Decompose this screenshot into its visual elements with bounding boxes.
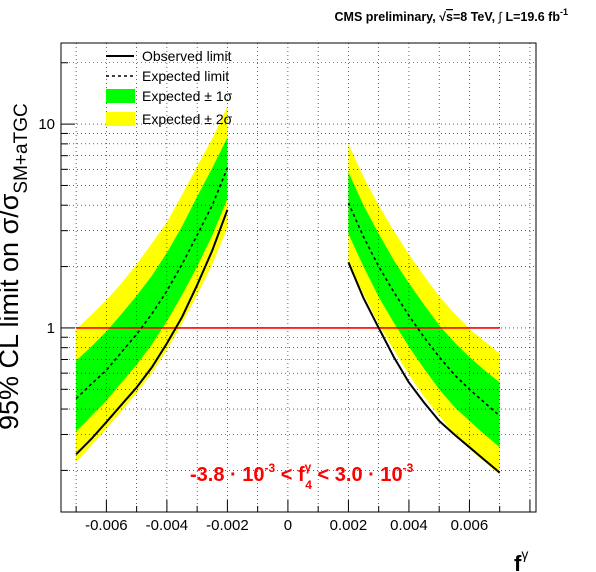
ticks-layer: -0.006 -0.004 -0.002 0 0.002 0.004 0.006 1 10 (38, 62, 531, 534)
legend-band2-swatch (106, 112, 135, 126)
legend: Observed limit Expected limit Expected ±… (106, 48, 233, 127)
x-tick-label-1: -0.004 (146, 517, 189, 534)
curves-layer (75, 167, 501, 474)
y-tick-label-0: 1 (47, 320, 55, 337)
y-axis-label: 95% CL limit on σ/σSM+aTGC (0, 103, 32, 430)
observed-limit-line-1 (347, 261, 501, 474)
result-annotation: -3.8 · 10-3 < fγ 4 < 3.0 · 10-3 (190, 460, 414, 492)
band-1sigma-0 (76, 137, 228, 432)
x-tick-label-4: 0.002 (330, 517, 368, 534)
expected-limit-line-1 (347, 202, 501, 417)
plot-frame (60, 42, 537, 513)
x-tick-label-0: -0.006 (85, 517, 128, 534)
band-1sigma-1 (348, 172, 500, 448)
x-tick-label-6: 0.006 (451, 517, 489, 534)
x-tick-label-3: 0 (284, 517, 292, 534)
legend-expected-label: Expected limit (142, 68, 229, 84)
x-tick-label-2: -0.002 (206, 517, 249, 534)
y-tick-label-1: 10 (38, 116, 55, 133)
legend-band2-label: Expected ± 2σ (142, 111, 233, 127)
header-text: CMS preliminary, √s=8 TeV, ∫ L=19.6 fb-1 (335, 7, 569, 24)
legend-observed-label: Observed limit (142, 48, 232, 64)
legend-band1-swatch (106, 89, 135, 103)
observed-limit-line-0 (75, 209, 229, 456)
x-axis-label: fγ (514, 546, 528, 572)
legend-band1-label: Expected ± 1σ (142, 88, 233, 104)
x-tick-label-5: 0.004 (390, 517, 428, 534)
